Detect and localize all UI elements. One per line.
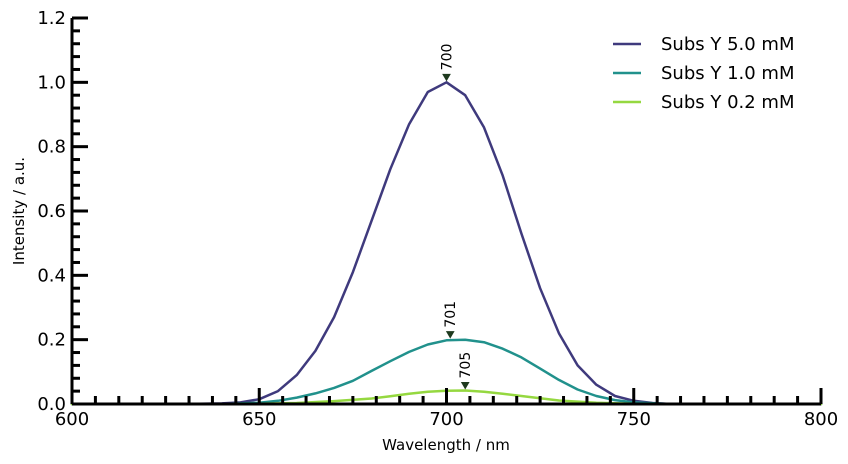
- y-tick-label: 0.4: [37, 265, 66, 286]
- x-tick-label: 800: [804, 409, 838, 430]
- x-tick-label: 750: [617, 409, 651, 430]
- x-tick-label: 650: [242, 409, 276, 430]
- x-tick-label: 700: [429, 409, 463, 430]
- peak-marker: [460, 381, 470, 390]
- axes: 0.0 0.2 0.4 0.6 0.8 1.0 1.2 600 650 700 750 800: [37, 8, 838, 430]
- y-tick-label: 0.0: [37, 394, 66, 415]
- y-axis-label: Intensity / a.u.: [10, 157, 28, 265]
- series-lines: [70, 81, 823, 406]
- series-line-1: [70, 81, 823, 406]
- legend-label-3: Subs Y 0.2 mM: [661, 92, 795, 113]
- peak-annotations: 700 701 705: [440, 44, 474, 390]
- legend-label-2: Subs Y 1.0 mM: [661, 63, 795, 84]
- peak-marker: [442, 73, 451, 82]
- legend: Subs Y 5.0 mM Subs Y 1.0 mM Subs Y 0.2 mM: [613, 34, 795, 113]
- peak-label: 701: [443, 301, 459, 328]
- y-tick-label: 0.2: [37, 330, 66, 351]
- series-line-2: [70, 338, 823, 406]
- peak-label: 705: [458, 352, 474, 379]
- y-tick-label: 0.8: [37, 137, 66, 158]
- x-tick-label: 600: [55, 409, 89, 430]
- x-axis-label: Wavelength / nm: [382, 436, 510, 454]
- y-tick-label: 1.0: [37, 72, 66, 93]
- y-tick-label: 0.6: [37, 201, 66, 222]
- peak-marker: [445, 331, 455, 339]
- legend-label-1: Subs Y 5.0 mM: [661, 34, 795, 55]
- peak-label: 700: [440, 44, 456, 71]
- y-tick-label: 1.2: [37, 8, 66, 29]
